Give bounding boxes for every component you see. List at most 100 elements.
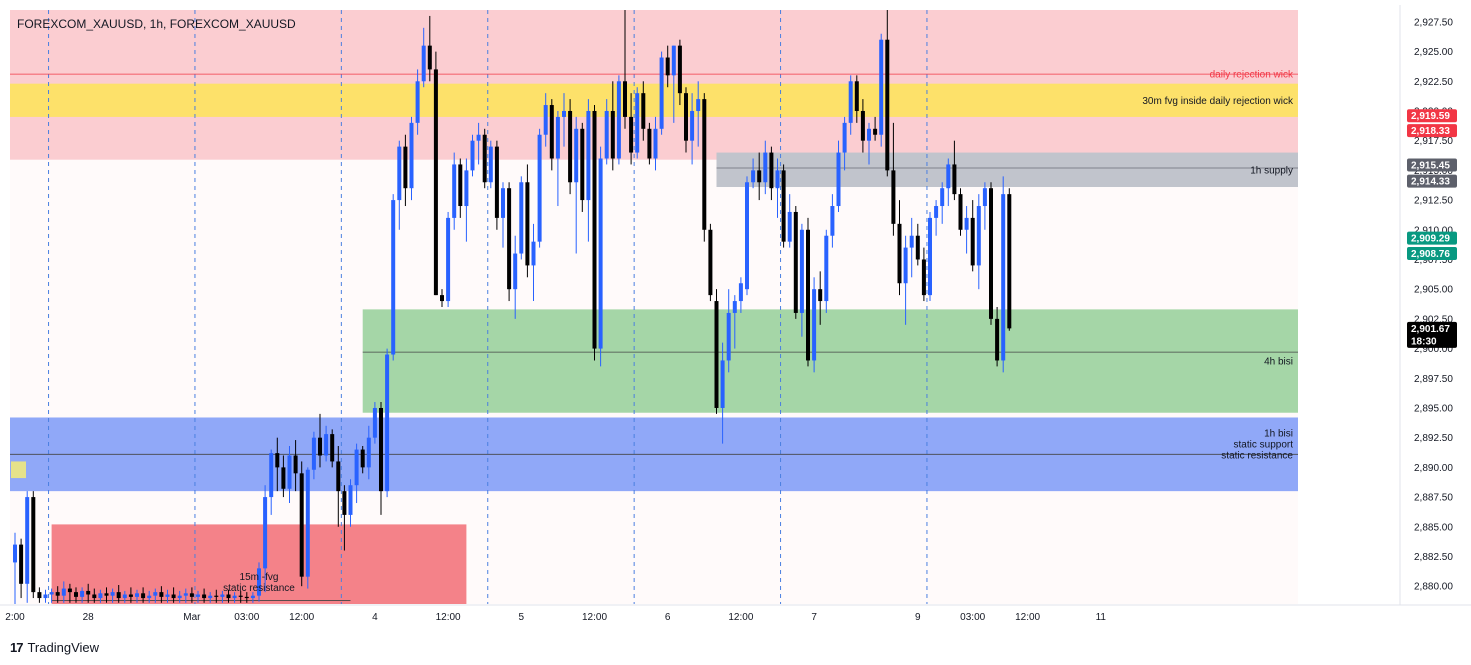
- candle[interactable]: [732, 295, 737, 349]
- candle[interactable]: [250, 592, 255, 603]
- candle[interactable]: [708, 223, 713, 302]
- candle[interactable]: [787, 194, 792, 248]
- candles-layer[interactable]: [13, 10, 1012, 604]
- candle[interactable]: [415, 69, 420, 135]
- candle[interactable]: [690, 93, 695, 165]
- candle[interactable]: [452, 152, 457, 230]
- candle[interactable]: [49, 588, 54, 603]
- candle[interactable]: [964, 206, 969, 254]
- candle[interactable]: [104, 587, 109, 603]
- candle[interactable]: [141, 587, 146, 603]
- candle[interactable]: [37, 587, 42, 603]
- candle[interactable]: [653, 116, 658, 171]
- candle[interactable]: [318, 413, 322, 468]
- candle[interactable]: [696, 81, 701, 147]
- candle[interactable]: [501, 182, 505, 248]
- candle[interactable]: [684, 87, 688, 153]
- candle[interactable]: [299, 461, 304, 587]
- candle[interactable]: [812, 277, 817, 373]
- candle[interactable]: [659, 51, 664, 135]
- candle[interactable]: [958, 188, 963, 236]
- candle[interactable]: [623, 10, 627, 129]
- candle[interactable]: [647, 122, 652, 165]
- candle[interactable]: [982, 182, 987, 230]
- candle[interactable]: [671, 45, 676, 123]
- candle[interactable]: [226, 589, 231, 603]
- candle[interactable]: [458, 158, 463, 218]
- candle[interactable]: [397, 140, 402, 230]
- candle[interactable]: [775, 158, 780, 218]
- candle[interactable]: [751, 158, 756, 189]
- candle[interactable]: [921, 247, 926, 302]
- tradingview-brand[interactable]: 17 TradingView: [10, 640, 99, 655]
- candle[interactable]: [848, 75, 853, 135]
- candle[interactable]: [13, 532, 17, 604]
- candle[interactable]: [311, 431, 316, 480]
- candle[interactable]: [153, 588, 158, 603]
- candle[interactable]: [995, 307, 1000, 367]
- candle[interactable]: [488, 140, 493, 189]
- candle[interactable]: [446, 211, 451, 307]
- candle[interactable]: [159, 586, 164, 603]
- candle[interactable]: [372, 402, 377, 444]
- candle[interactable]: [830, 194, 835, 248]
- candle[interactable]: [885, 10, 890, 177]
- candle[interactable]: [568, 99, 573, 195]
- candle[interactable]: [263, 485, 268, 593]
- candle[interactable]: [324, 425, 329, 462]
- candle[interactable]: [464, 158, 469, 242]
- candle[interactable]: [202, 588, 207, 603]
- candle[interactable]: [196, 590, 200, 603]
- candle[interactable]: [537, 128, 542, 248]
- candle[interactable]: [135, 589, 139, 603]
- candle[interactable]: [562, 93, 566, 147]
- candle[interactable]: [860, 99, 865, 153]
- candle[interactable]: [610, 81, 615, 171]
- candle[interactable]: [769, 146, 774, 201]
- candle[interactable]: [909, 217, 914, 278]
- candle[interactable]: [543, 93, 548, 147]
- candle[interactable]: [287, 445, 292, 504]
- candle[interactable]: [257, 562, 261, 602]
- candle[interactable]: [867, 122, 871, 165]
- candle[interactable]: [738, 277, 743, 313]
- candle[interactable]: [232, 592, 237, 603]
- candle[interactable]: [177, 590, 182, 603]
- candle[interactable]: [818, 271, 823, 325]
- candle[interactable]: [726, 289, 731, 373]
- candle[interactable]: [92, 588, 97, 603]
- candle[interactable]: [482, 128, 487, 189]
- candle[interactable]: [928, 211, 932, 302]
- candle[interactable]: [531, 223, 536, 302]
- candle[interactable]: [940, 182, 945, 224]
- candle[interactable]: [440, 289, 444, 307]
- candle[interactable]: [842, 116, 847, 171]
- candle[interactable]: [519, 176, 524, 260]
- candle[interactable]: [513, 235, 518, 319]
- candle[interactable]: [720, 342, 725, 444]
- candle[interactable]: [549, 99, 554, 171]
- supply-1h-zone[interactable]: [716, 152, 1299, 188]
- candle[interactable]: [836, 140, 841, 212]
- candle[interactable]: [208, 592, 213, 603]
- symbol-title[interactable]: FOREXCOM_XAUUSD, 1h, FOREXCOM_XAUUSD: [17, 17, 296, 31]
- candle[interactable]: [275, 437, 280, 492]
- candle[interactable]: [665, 45, 670, 88]
- candle[interactable]: [745, 176, 749, 296]
- candle[interactable]: [31, 491, 36, 599]
- candle[interactable]: [409, 116, 414, 201]
- fvg-30m-zone[interactable]: [10, 83, 1298, 117]
- candle[interactable]: [806, 217, 810, 367]
- candle[interactable]: [604, 99, 609, 165]
- candle[interactable]: [793, 206, 798, 319]
- candle[interactable]: [336, 445, 341, 527]
- candle[interactable]: [629, 93, 634, 165]
- time-axis[interactable]: 2:00 28 Mar 03:00 12:00 4 12:00 5 12:00 6 12:00 7 9 0…: [5, 612, 1106, 623]
- candle[interactable]: [915, 223, 920, 266]
- candle[interactable]: [586, 99, 591, 242]
- candle[interactable]: [824, 229, 829, 313]
- candle[interactable]: [677, 39, 682, 106]
- candle[interactable]: [220, 590, 225, 603]
- candle[interactable]: [421, 27, 426, 88]
